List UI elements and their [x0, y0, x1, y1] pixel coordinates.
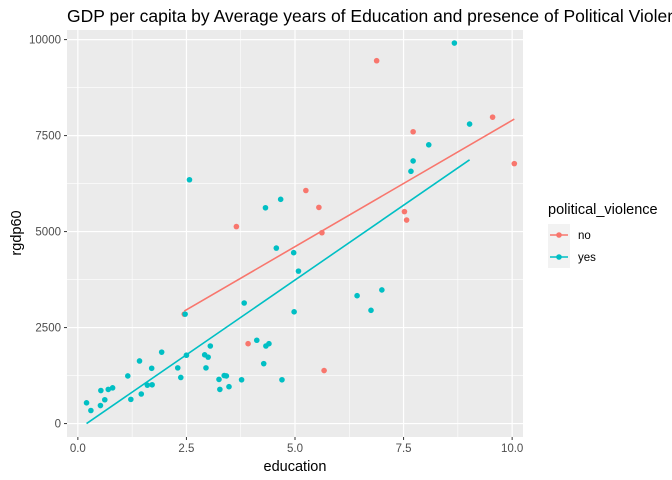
point-yes [105, 386, 112, 393]
point-yes [273, 245, 280, 251]
point-yes [451, 40, 458, 46]
point-yes [295, 268, 302, 274]
point-no [410, 128, 416, 135]
point-yes [158, 349, 165, 355]
point-yes [266, 340, 272, 347]
x-tick-label: 5.0 [287, 443, 303, 455]
point-yes [136, 358, 143, 364]
legend-label-yes: yes [578, 252, 596, 264]
point-yes [98, 387, 104, 394]
data-points [83, 40, 518, 414]
point-yes [260, 360, 267, 367]
point-no [511, 160, 518, 167]
point-yes [238, 376, 245, 383]
point-no [321, 367, 327, 374]
point-yes [148, 365, 155, 372]
point-yes [207, 343, 214, 349]
legend-label-no: no [578, 230, 591, 242]
point-yes [88, 407, 94, 414]
point-yes [144, 382, 151, 388]
point-yes [277, 196, 284, 203]
point-yes [203, 365, 209, 371]
point-yes [223, 373, 230, 379]
point-yes [368, 307, 374, 314]
point-yes [354, 292, 360, 299]
point-yes [177, 374, 184, 381]
point-yes [149, 381, 155, 388]
point-yes [262, 204, 269, 211]
legend-key-no-point [556, 232, 562, 238]
point-yes [291, 309, 297, 315]
y-axis: 0 2500 5000 7500 10000 [29, 35, 67, 431]
point-no [489, 114, 496, 120]
y-tick-label: 7500 [35, 131, 61, 143]
point-yes [182, 311, 188, 317]
point-yes [466, 121, 473, 127]
point-yes [379, 287, 385, 293]
y-axis-title: rgdp60 [9, 210, 25, 255]
y-tick-label: 0 [55, 419, 61, 431]
point-no [401, 208, 408, 215]
fit-line-no [183, 118, 515, 312]
point-yes [241, 300, 247, 306]
point-yes [83, 400, 90, 406]
fit-line-yes [86, 159, 471, 425]
point-yes [408, 168, 414, 175]
point-no [319, 229, 325, 236]
point-yes [290, 249, 297, 256]
point-no [245, 340, 251, 347]
point-yes [216, 376, 222, 383]
point-yes [97, 402, 104, 409]
point-no [316, 204, 322, 211]
point-yes [279, 376, 285, 383]
y-tick-label: 10000 [29, 35, 61, 47]
point-yes [410, 158, 416, 164]
x-axis: 0.0 2.5 5.0 7.5 10.0 [70, 437, 523, 455]
legend-key-yes-point [556, 254, 562, 260]
x-tick-label: 7.5 [396, 443, 412, 455]
fit-lines [86, 118, 515, 425]
point-yes [253, 337, 260, 344]
point-no [303, 187, 309, 194]
y-tick-label: 5000 [35, 227, 61, 239]
x-tick-label: 0.0 [70, 443, 86, 455]
point-yes [109, 385, 116, 391]
point-no [373, 57, 380, 64]
point-yes [101, 396, 108, 403]
point-yes [425, 142, 432, 148]
point-yes [128, 396, 134, 403]
point-yes [174, 365, 181, 371]
point-yes [186, 176, 193, 183]
legend: political_violence no yes [548, 202, 658, 268]
point-yes [226, 383, 232, 390]
legend-title: political_violence [548, 202, 658, 218]
point-yes [138, 391, 145, 397]
point-no [403, 217, 410, 223]
chart-title: GDP per capita by Average years of Educa… [67, 6, 672, 26]
point-yes [125, 373, 131, 379]
x-tick-label: 10.0 [501, 443, 523, 455]
grid-major [67, 30, 523, 437]
x-axis-title: education [264, 459, 327, 475]
point-yes [183, 352, 190, 359]
point-no [233, 223, 240, 230]
x-tick-label: 2.5 [178, 443, 194, 455]
y-tick-label: 2500 [35, 323, 61, 335]
point-yes [205, 354, 211, 360]
point-yes [217, 386, 223, 393]
